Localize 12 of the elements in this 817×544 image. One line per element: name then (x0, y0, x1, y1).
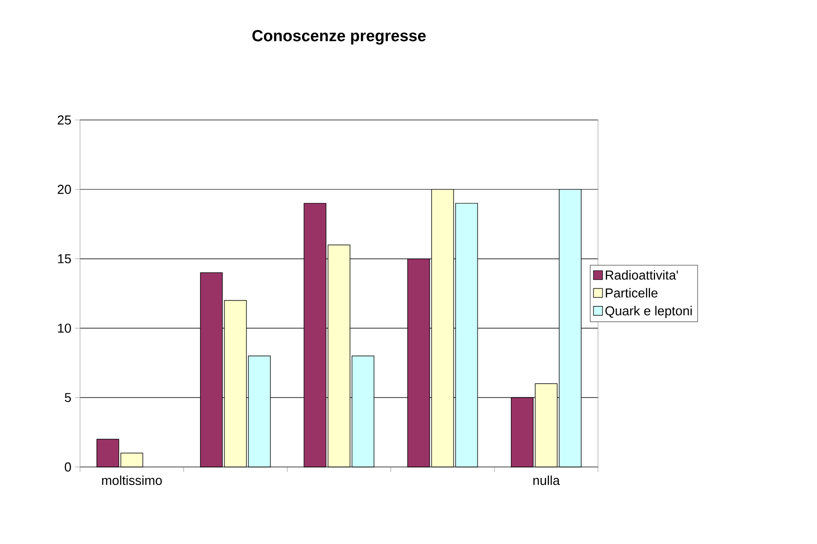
y-tick-label: 20 (58, 184, 71, 194)
y-tick-label: 5 (64, 393, 71, 402)
chart-title: Conoscenze pregresse (252, 30, 426, 45)
y-tick-label: 15 (58, 254, 71, 264)
x-tick-label: moltissimo (102, 476, 162, 486)
y-tick-label: 0 (64, 462, 71, 472)
legend-label: Quark e leptoni (605, 306, 692, 318)
y-tick-label: 10 (58, 324, 71, 333)
legend-label: Particelle (606, 288, 658, 298)
legend-label: Radioattivita' (606, 270, 678, 280)
y-tick-label: 25 (58, 115, 71, 125)
x-tick-label: nulla (533, 476, 560, 486)
